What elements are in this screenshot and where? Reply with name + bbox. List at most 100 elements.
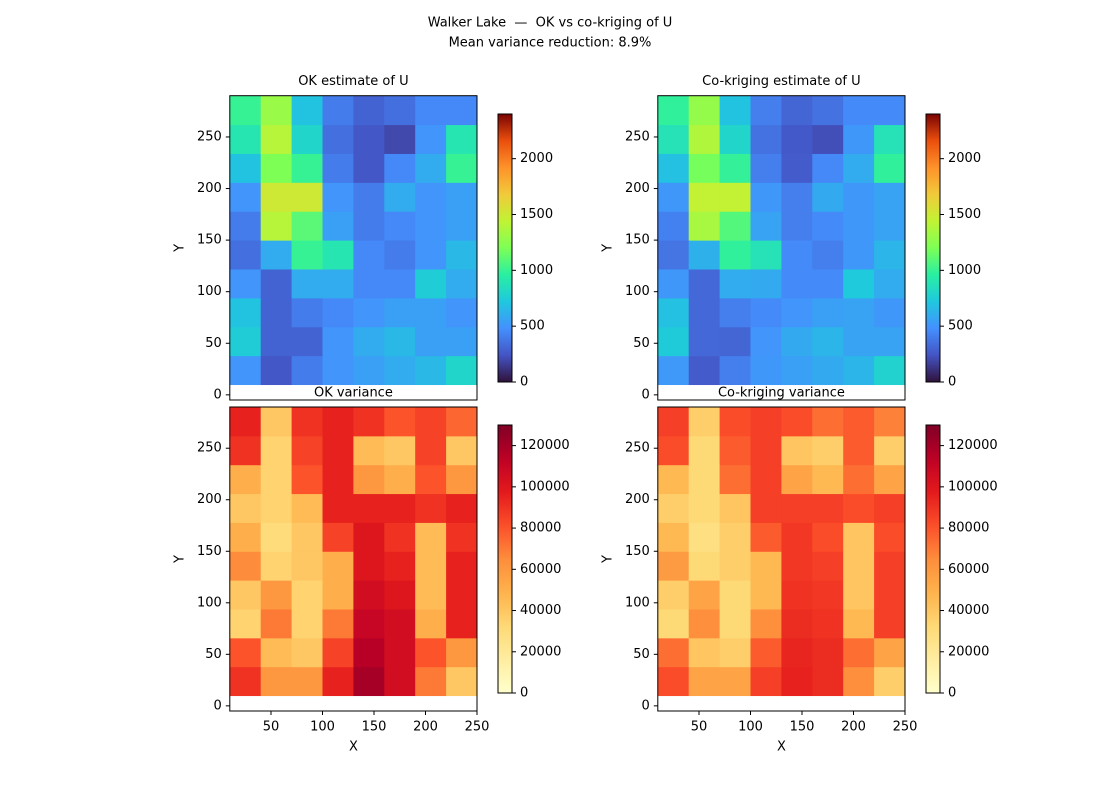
heatmap-cell [719, 608, 751, 639]
heatmap-cell [688, 637, 721, 668]
heatmap-cell [384, 153, 416, 183]
heatmap-cell [688, 95, 721, 126]
heatmap-cell [781, 522, 813, 552]
heatmap-cell [415, 407, 447, 437]
heatmap-cell [843, 297, 875, 328]
heatmap-cell [291, 182, 323, 212]
heatmap-cell [843, 493, 875, 523]
heatmap-cell [843, 608, 875, 639]
heatmap-cell [688, 153, 721, 183]
heatmap-cell [291, 95, 323, 126]
heatmap-cell [384, 522, 416, 552]
heatmap-cell [384, 182, 416, 212]
heatmap-cell [322, 326, 354, 357]
y-tick-label: 150 [197, 233, 222, 248]
heatmap-cell [384, 637, 416, 668]
heatmap-cell [260, 551, 293, 581]
heatmap-cell [750, 326, 782, 357]
heatmap-cell [260, 407, 293, 437]
heatmap-cell [260, 608, 293, 639]
heatmap-cell [229, 124, 262, 154]
heatmap-cell [415, 637, 447, 668]
heatmap-cell [260, 240, 293, 270]
heatmap-cell [843, 124, 875, 154]
heatmap-cell [229, 268, 262, 299]
heatmap-cell [843, 551, 875, 581]
heatmap-cell [688, 297, 721, 328]
heatmap-cell [657, 637, 690, 668]
heatmap-cell [384, 297, 416, 328]
heatmap-cell [719, 551, 751, 581]
heatmap-cell [719, 95, 751, 126]
y-tick-label: 0 [214, 387, 222, 402]
y-axis-label: Y [600, 555, 615, 564]
heatmap-cell [874, 153, 906, 183]
heatmap-cell [812, 268, 844, 299]
y-tick-label: 150 [625, 544, 650, 559]
heatmap-cell [291, 493, 323, 523]
heatmap-cell [260, 95, 293, 126]
heatmap-cell [260, 211, 293, 241]
heatmap-cell [750, 95, 782, 126]
heatmap-cell [812, 240, 844, 270]
heatmap-cell [260, 153, 293, 183]
heatmap-cell [781, 464, 813, 495]
heatmap-cell [229, 464, 262, 495]
heatmap-cell [812, 326, 844, 357]
heatmap-cell [353, 580, 385, 610]
heatmap-cell [812, 580, 844, 610]
heatmap-cell [688, 355, 721, 386]
heatmap-cell [291, 608, 323, 639]
heatmap-cell [719, 580, 751, 610]
y-tick-label: 100 [625, 284, 650, 299]
heatmap-cell [446, 240, 478, 270]
heatmap-cell [229, 551, 262, 581]
heatmap-cell [843, 355, 875, 386]
heatmap-cell [750, 435, 782, 466]
heatmap-cell [260, 268, 293, 299]
x-tick-label: 200 [841, 720, 866, 735]
colorbar-tick-label: 100000 [948, 479, 998, 494]
heatmap-cell [291, 464, 323, 495]
axes-frame [657, 406, 906, 712]
heatmap-cell [719, 355, 751, 386]
heatmap-cell [657, 182, 690, 212]
heatmap-cell [812, 637, 844, 668]
y-tick-label: 0 [642, 698, 650, 713]
heatmap-cell [781, 153, 813, 183]
panel-title: Co-kriging variance [718, 386, 845, 401]
heatmap-cell [781, 435, 813, 466]
heatmap-cell [322, 211, 354, 241]
heatmap-cell [657, 240, 690, 270]
heatmap-cell [353, 326, 385, 357]
heatmap-cell [384, 435, 416, 466]
heatmap-cell [812, 153, 844, 183]
x-tick-label: 50 [263, 720, 280, 735]
heatmap-cell [291, 407, 323, 437]
colorbar [925, 113, 941, 383]
heatmap-cell [781, 297, 813, 328]
heatmap-cell [229, 153, 262, 183]
heatmap-cell [843, 95, 875, 126]
heatmap-cell [750, 153, 782, 183]
heatmap-cell [322, 355, 354, 386]
heatmap-cell [353, 608, 385, 639]
heatmap-cell [750, 211, 782, 241]
heatmap-cell [260, 580, 293, 610]
heatmap-cell [229, 95, 262, 126]
heatmap-cell [322, 124, 354, 154]
heatmap-cell [719, 435, 751, 466]
heatmap-cell [446, 435, 478, 466]
heatmap-cell [874, 608, 906, 639]
heatmap-cell [750, 666, 782, 697]
heatmap-cell [750, 124, 782, 154]
heatmap-cell [415, 153, 447, 183]
heatmap-cell [446, 124, 478, 154]
heatmap-cell [260, 355, 293, 386]
heatmap-cell [415, 580, 447, 610]
heatmap-cell [446, 580, 478, 610]
heatmap-cell [657, 153, 690, 183]
heatmap-cell [688, 182, 721, 212]
heatmap-cell [229, 522, 262, 552]
